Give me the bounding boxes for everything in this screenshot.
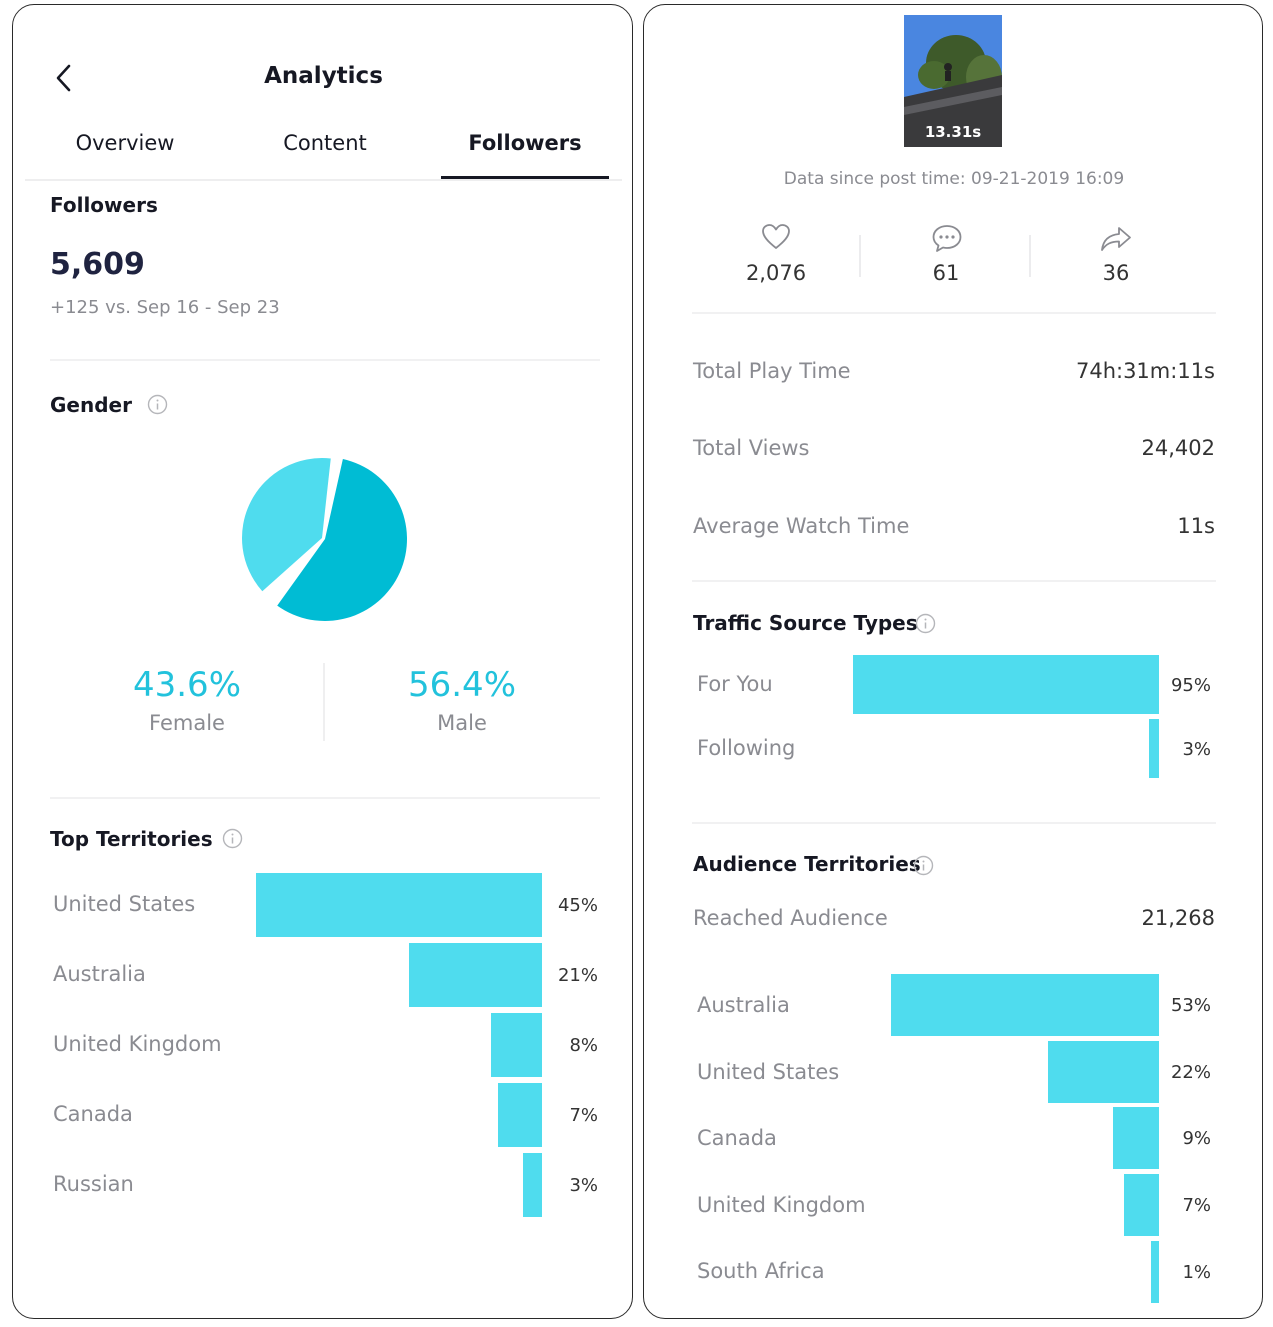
section-divider [692, 822, 1216, 824]
data-since-text: Data since post time: 09-21-2019 16:09 [783, 169, 1125, 189]
section-divider [50, 359, 600, 361]
audience-bar [891, 974, 1159, 1036]
territory-bar [522, 1153, 542, 1217]
followers-count: 5,609 [50, 247, 145, 282]
male-label: Male [437, 711, 487, 735]
metric-label-total-views: Total Views [693, 436, 810, 460]
territory-name: United Kingdom [53, 1032, 222, 1056]
traffic-source-title: Traffic Source Types [693, 611, 918, 635]
female-percentage: 43.6% [132, 665, 241, 705]
audience-territories-title: Audience Territories [693, 852, 921, 876]
thumbnail-image [904, 15, 1002, 147]
gender-section-title: Gender [50, 393, 132, 417]
territory-percentage: 7% [569, 1105, 598, 1126]
tab-content[interactable]: Content [283, 131, 367, 155]
audience-territory-name: South Africa [697, 1259, 825, 1283]
audience-percentage: 7% [1182, 1195, 1211, 1216]
traffic-source-name: For You [697, 672, 773, 696]
page-title: Analytics [264, 63, 383, 89]
traffic-percentage: 3% [1182, 739, 1211, 760]
territory-name: Russian [53, 1172, 134, 1196]
followers-analytics-panel: Analytics Overview Content Followers Fol… [12, 4, 633, 1319]
metric-value-average-watch-time: 11s [1177, 514, 1215, 538]
likes-count: 2,076 [745, 261, 807, 285]
audience-percentage: 53% [1170, 995, 1211, 1016]
traffic-info-icon[interactable] [915, 613, 936, 634]
section-divider [50, 797, 600, 799]
audience-territory-name: United States [697, 1060, 840, 1084]
territory-percentage: 21% [557, 965, 598, 986]
tab-bar-divider [25, 179, 622, 181]
gender-split-divider [323, 663, 325, 741]
section-divider [692, 312, 1216, 314]
followers-change: +125 vs. Sep 16 - Sep 23 [50, 297, 280, 318]
audience-percentage: 22% [1170, 1062, 1211, 1083]
traffic-source-name: Following [697, 736, 796, 760]
pie-slice-male [277, 458, 407, 621]
shares-count: 36 [1102, 261, 1130, 285]
gender-info-icon[interactable] [147, 394, 168, 415]
stat-divider [1029, 235, 1031, 277]
audience-bar [1123, 1174, 1159, 1236]
heart-icon [762, 224, 790, 249]
traffic-bar [853, 655, 1159, 714]
top-territories-title: Top Territories [50, 827, 213, 851]
comment-icon [932, 225, 962, 252]
audience-bar [1113, 1107, 1159, 1169]
territory-name: Australia [53, 962, 146, 986]
territory-percentage: 45% [557, 895, 598, 916]
audience-info-icon[interactable] [913, 855, 934, 876]
tab-followers[interactable]: Followers [468, 131, 582, 155]
audience-percentage: 9% [1182, 1128, 1211, 1149]
active-tab-indicator [441, 176, 609, 179]
pie-slice-female [242, 458, 331, 592]
male-percentage: 56.4% [407, 665, 516, 705]
video-duration: 13.31s [924, 123, 982, 141]
audience-percentage: 1% [1182, 1262, 1211, 1283]
territory-bar [408, 943, 542, 1007]
section-divider [692, 580, 1216, 582]
audience-territory-name: Australia [697, 993, 790, 1017]
territory-bar [497, 1083, 542, 1147]
back-chevron-icon[interactable] [53, 61, 75, 95]
traffic-percentage: 95% [1170, 675, 1211, 696]
territory-percentage: 8% [569, 1035, 598, 1056]
video-analytics-panel: 13.31s Data since post time: 09-21-2019 … [643, 4, 1263, 1319]
metric-value-total-views: 24,402 [1141, 436, 1215, 460]
reached-audience-label: Reached Audience [693, 906, 888, 930]
gender-pie-chart [242, 458, 407, 621]
audience-bar [1047, 1041, 1159, 1103]
tab-overview[interactable]: Overview [75, 131, 175, 155]
territory-bar [256, 873, 542, 937]
audience-bar [1151, 1241, 1159, 1303]
territory-name: Canada [53, 1102, 133, 1126]
followers-section-title: Followers [50, 193, 158, 217]
audience-territory-name: United Kingdom [697, 1193, 866, 1217]
reached-audience-value: 21,268 [1141, 906, 1215, 930]
audience-territory-name: Canada [697, 1126, 777, 1150]
comments-count: 61 [932, 261, 960, 285]
share-arrow-icon [1101, 227, 1131, 251]
metric-label-total-play-time: Total Play Time [693, 359, 851, 383]
metric-label-average-watch-time: Average Watch Time [693, 514, 910, 538]
stat-divider [859, 235, 861, 277]
metric-value-total-play-time: 74h:31m:11s [1075, 359, 1215, 383]
traffic-bar [1149, 719, 1159, 778]
territory-bar [491, 1013, 542, 1077]
territory-percentage: 3% [569, 1175, 598, 1196]
territory-name: United States [53, 892, 196, 916]
territories-info-icon[interactable] [222, 828, 243, 849]
video-thumbnail[interactable]: 13.31s [904, 15, 1002, 147]
female-label: Female [149, 711, 225, 735]
